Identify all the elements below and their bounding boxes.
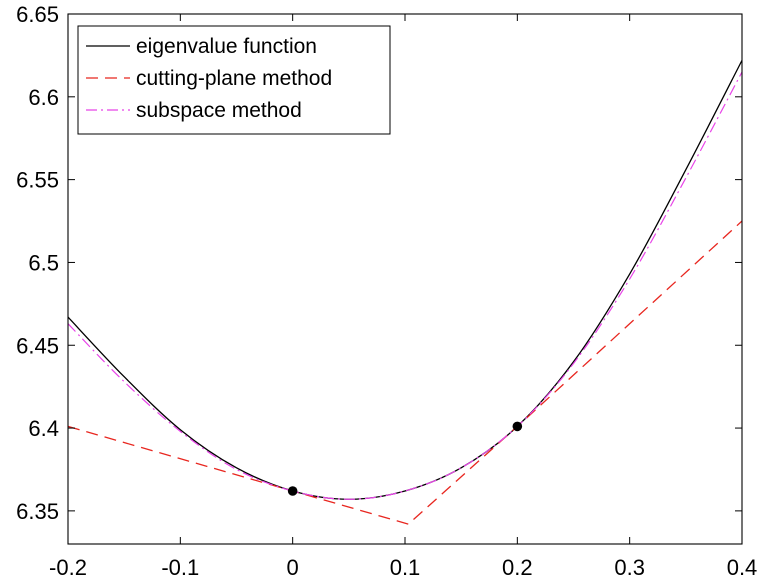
legend-label-3: subspace method [136,99,302,122]
x-tick-label: -0.2 [49,555,87,580]
series-group [68,60,742,525]
y-tick-label: 6.55 [16,168,59,193]
axis-ticks: -0.2 -0.1 0 0.1 0.2 0.3 0.4 6.35 6.4 6.45 6.5 6.55 6… [16,2,757,580]
legend-label-1: eigenvalue function [136,35,317,58]
data-point-1 [287,486,298,496]
x-tick-label: 0.1 [390,555,421,580]
legend: eigenvalue function cutting-plane method s… [77,25,391,135]
y-tick-label: 6.4 [28,416,59,441]
legend-label-2: cutting-plane method [136,67,332,90]
series-line-2 [68,220,742,525]
y-tick-label: 6.45 [16,333,59,358]
x-tick-label: 0.2 [502,555,533,580]
x-tick-label: 0 [287,555,299,580]
legend-box [77,25,391,135]
y-tick-label: 6.6 [28,85,59,110]
x-tick-label: 0.4 [727,555,758,580]
y-tick-label: 6.65 [16,2,59,27]
y-tick-label: 6.5 [28,250,59,275]
series-line-3 [68,71,742,500]
x-tick-label: -0.1 [161,555,199,580]
x-tick-label: 0.3 [614,555,645,580]
data-point-2 [512,421,523,432]
y-tick-label: 6.35 [16,499,59,524]
